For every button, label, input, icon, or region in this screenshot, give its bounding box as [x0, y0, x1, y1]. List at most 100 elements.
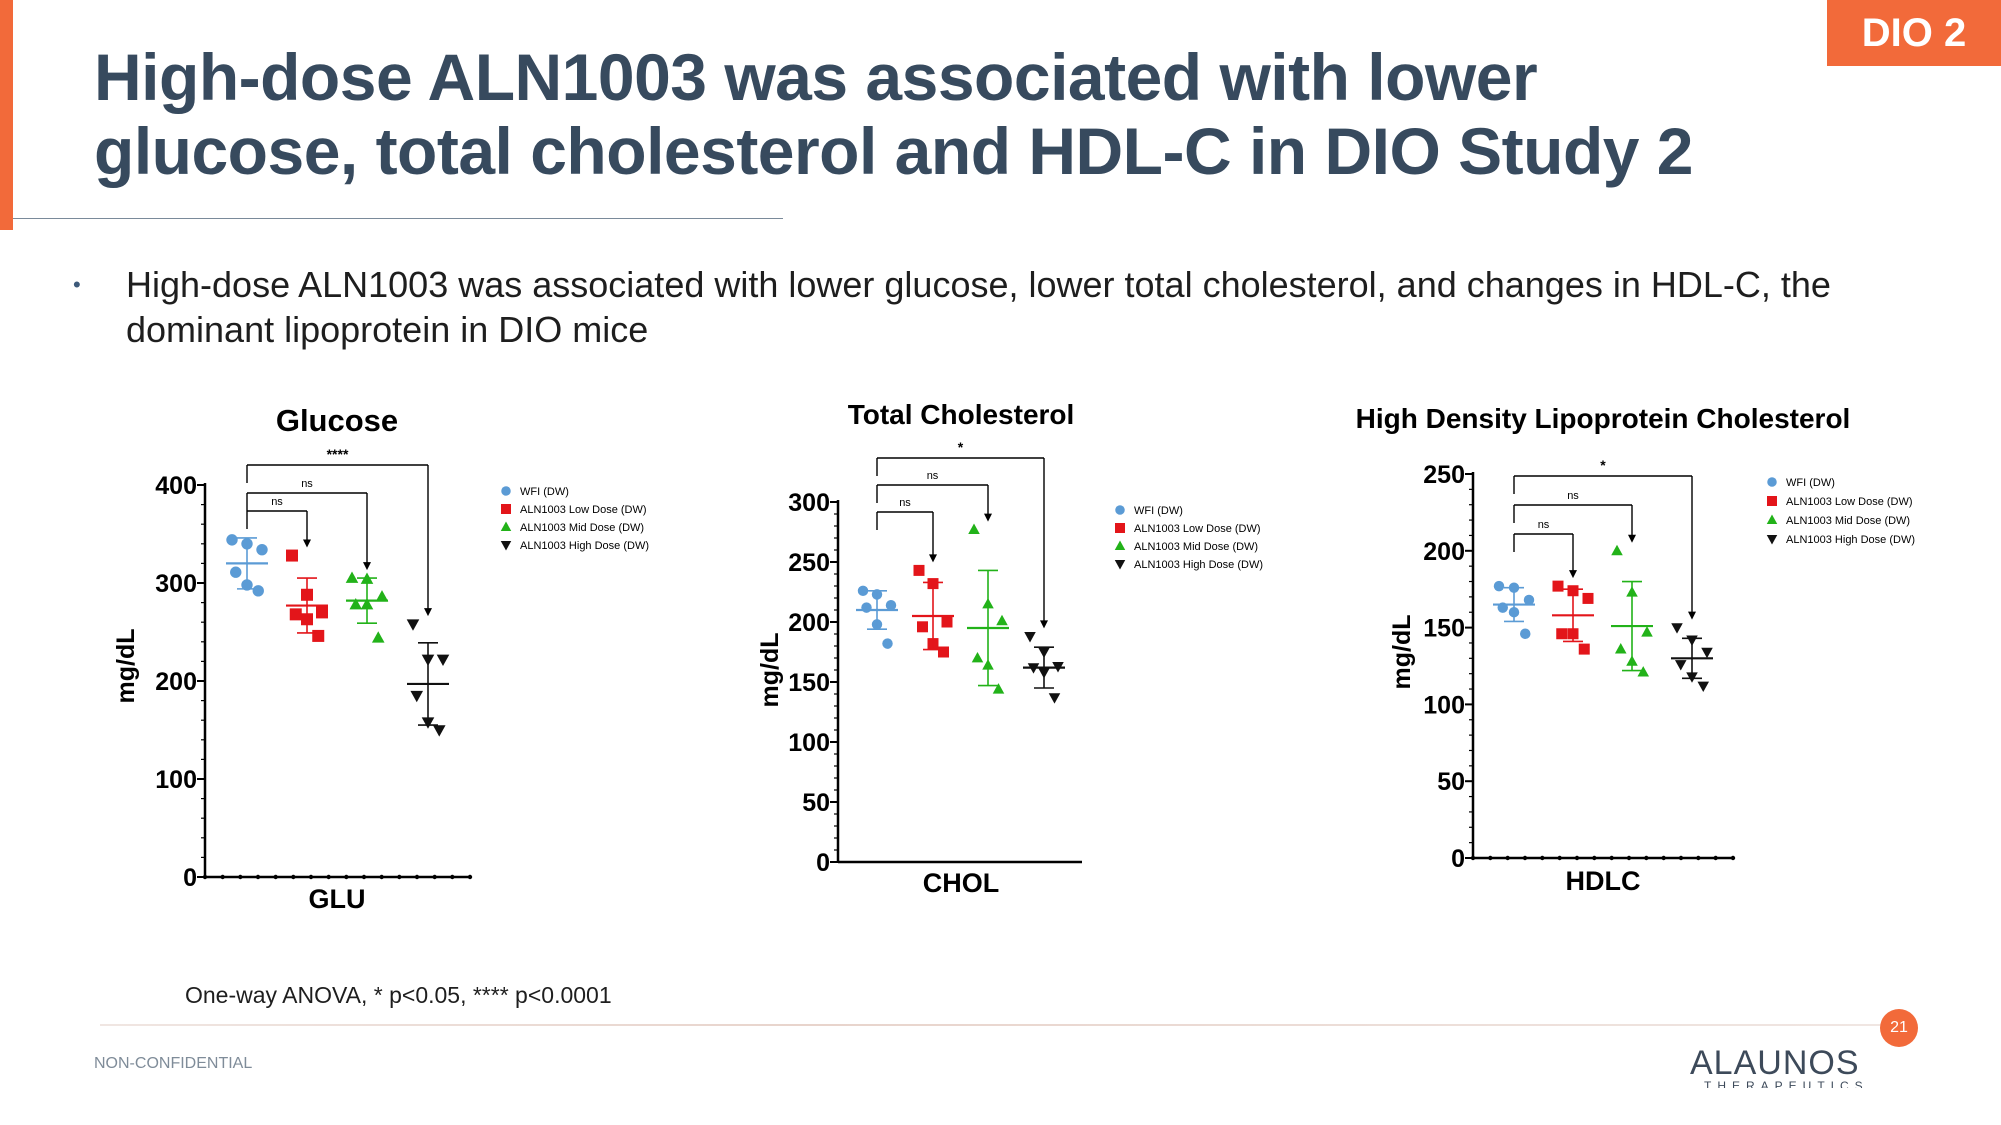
- data-point: [968, 523, 980, 534]
- legend-label: ALN1003 Mid Dose (DW): [1786, 515, 1910, 527]
- page-number: 21: [1880, 1009, 1918, 1047]
- x-minor-tick: [326, 874, 331, 880]
- x-minor-tick: [1540, 855, 1545, 861]
- significance-bracket: ns: [246, 496, 311, 548]
- chart-title: Glucose: [276, 403, 398, 438]
- data-point: [1552, 580, 1564, 592]
- legend-marker: [1115, 505, 1125, 515]
- significance-label: ****: [327, 446, 349, 462]
- data-point: [1637, 666, 1650, 677]
- y-tick-label: 100: [788, 729, 830, 757]
- data-point: [410, 690, 424, 703]
- x-minor-tick: [1470, 855, 1476, 861]
- data-point: [1578, 643, 1590, 655]
- x-minor-tick: [1574, 855, 1580, 861]
- y-tick-label: 300: [788, 489, 830, 517]
- x-minor-tick: [450, 874, 455, 880]
- legend-marker: [501, 486, 511, 496]
- x-minor-tick: [1609, 855, 1614, 861]
- x-axis-label: HDLC: [1566, 866, 1641, 896]
- x-minor-tick: [1592, 855, 1597, 861]
- series-1: [856, 585, 898, 649]
- data-point: [1614, 643, 1627, 654]
- significance-label: ns: [899, 497, 911, 509]
- data-point: [436, 654, 450, 667]
- data-point: [917, 621, 928, 633]
- legend-label: ALN1003 Low Dose (DW): [520, 504, 647, 516]
- data-point: [1024, 632, 1036, 643]
- significance-bracket: *: [876, 439, 1048, 629]
- series-1: [1493, 580, 1535, 639]
- y-tick-label: 0: [1451, 845, 1465, 873]
- data-point: [857, 585, 869, 597]
- series-4: [1671, 623, 1713, 693]
- legend-label: WFI (DW): [1786, 477, 1835, 489]
- chart-title: Total Cholesterol: [848, 399, 1075, 430]
- data-point: [1697, 681, 1710, 693]
- legend-marker: [1115, 523, 1125, 533]
- bullet-text: High-dose ALN1003 was associated with lo…: [126, 264, 1831, 350]
- y-tick-label: 250: [788, 549, 830, 577]
- significance-bracket: ns: [1513, 490, 1636, 543]
- accent-bar: [0, 0, 13, 230]
- legend-marker: [500, 521, 512, 531]
- data-point: [1556, 628, 1568, 640]
- significance-label: ns: [301, 478, 313, 490]
- significance-label: *: [958, 439, 964, 455]
- data-point: [432, 725, 446, 737]
- data-point: [349, 597, 363, 610]
- x-minor-tick: [1505, 855, 1510, 861]
- x-minor-tick: [1488, 855, 1493, 861]
- data-point: [971, 651, 984, 663]
- legend-marker: [1766, 535, 1778, 545]
- data-point: [1520, 628, 1531, 639]
- data-point: [1611, 544, 1623, 556]
- data-point: [289, 608, 302, 621]
- x-minor-tick: [202, 874, 208, 880]
- y-tick-label: 250: [1423, 461, 1465, 489]
- y-tick-label: 150: [1423, 615, 1465, 643]
- x-axis-label: CHOL: [923, 868, 1000, 898]
- y-axis-label: mg/dL: [1388, 615, 1416, 690]
- legend-marker: [1767, 496, 1777, 506]
- chart-1: Glucose GLU mg/dL 0 100 200 300 400 ns ns **** WFI …: [112, 403, 649, 914]
- y-tick-label: 50: [1437, 768, 1465, 796]
- confidentiality-label: NON-CONFIDENTIAL: [94, 1055, 253, 1072]
- x-minor-tick: [1626, 855, 1632, 861]
- chart-3: High Density Lipoprotein Cholesterol HDLC…: [1356, 403, 1915, 896]
- legend-marker: [500, 541, 512, 551]
- significance-bracket: *: [1513, 457, 1696, 620]
- significance-bracket: ns: [246, 478, 371, 571]
- legend: WFI (DW) ALN1003 Low Dose (DW) ALN1003 Mid…: [1114, 505, 1263, 571]
- y-tick-label: 50: [802, 789, 830, 817]
- x-minor-tick: [291, 874, 296, 880]
- series-2: [1552, 580, 1594, 655]
- data-point: [1701, 647, 1713, 659]
- page-title: High-dose ALN1003 was associated with lo…: [94, 40, 1694, 188]
- data-point: [938, 646, 949, 658]
- bracket-arrowhead: [929, 554, 937, 563]
- x-minor-tick: [1696, 855, 1701, 861]
- data-point: [375, 590, 389, 602]
- legend-label: ALN1003 High Dose (DW): [520, 540, 649, 552]
- significance-bracket: ns: [1513, 519, 1577, 579]
- bracket-arrowhead: [424, 608, 432, 617]
- data-point: [885, 599, 897, 611]
- series-3: [1611, 544, 1653, 677]
- data-point: [1641, 626, 1653, 637]
- legend: WFI (DW) ALN1003 Low Dose (DW) ALN1003 Mid…: [1766, 477, 1915, 546]
- bracket-arrowhead: [363, 562, 371, 571]
- data-point: [252, 585, 264, 597]
- x-minor-tick: [467, 874, 473, 880]
- x-axis-label: GLU: [309, 884, 366, 914]
- legend: WFI (DW) ALN1003 Low Dose (DW) ALN1003 Mid…: [500, 486, 649, 552]
- significance-bracket: ****: [246, 446, 432, 617]
- y-tick-label: 200: [1423, 538, 1465, 566]
- series-3: [345, 571, 389, 643]
- bracket-arrowhead: [1040, 620, 1048, 629]
- significance-bracket: ns: [876, 497, 937, 563]
- legend-label: ALN1003 Mid Dose (DW): [520, 522, 644, 534]
- legend-label: ALN1003 Low Dose (DW): [1134, 523, 1261, 535]
- y-tick-label: 400: [155, 472, 197, 500]
